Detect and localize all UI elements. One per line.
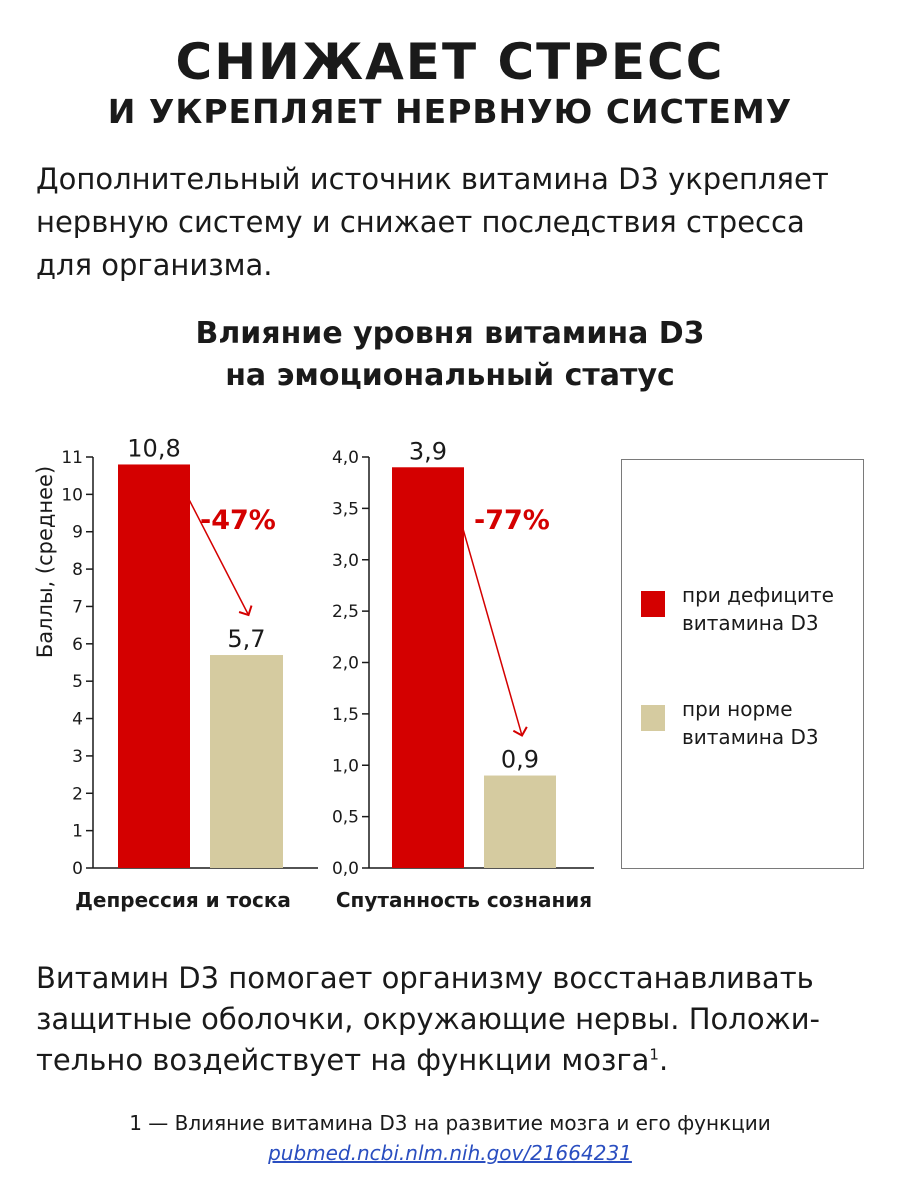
bar — [210, 655, 283, 868]
y-tick-label: 1,0 — [332, 756, 359, 776]
x-axis-label: Спутанность сознания — [336, 888, 592, 912]
y-tick-label: 4 — [72, 710, 83, 730]
chart-title: Влияние уровня витамина D3 на эмоциональ… — [0, 313, 900, 397]
y-tick-label: 2,0 — [332, 654, 359, 674]
y-tick-label: 3 — [72, 747, 83, 767]
x-axis-label: Депрессия и тоска — [75, 888, 291, 912]
decrease-arrow — [445, 469, 528, 737]
page-title: СНИЖАЕТ СТРЕСС — [175, 33, 725, 91]
bar-value-label: 0,9 — [501, 746, 539, 774]
bottom-line: Витамин D3 помогает организму восстанавл… — [36, 961, 814, 995]
y-tick-label: 11 — [61, 448, 83, 468]
decrease-arrow — [171, 466, 253, 617]
y-tick-label: 1 — [72, 822, 83, 842]
legend-label-line: витамина D3 — [682, 725, 819, 749]
y-tick-label: 6 — [72, 635, 83, 655]
y-tick-label: 1,5 — [332, 705, 359, 725]
y-tick-label: 0 — [72, 859, 83, 879]
decrease-annotation: -47% — [200, 505, 276, 536]
footnote: 1 — Влияние витамина D3 на развитие мозг… — [0, 1108, 900, 1168]
bottom-line: защитные оболочки, окружающие нервы. Пол… — [36, 1002, 821, 1036]
bar — [392, 467, 464, 868]
source-link[interactable]: pubmed.ncbi.nlm.nih.gov/21664231 — [268, 1141, 632, 1165]
bottom-line: тельно воздействует на функции мозга1. — [36, 1040, 876, 1081]
chart-title-line: на эмоциональный статус — [225, 358, 675, 393]
footnote-mark: 1 — [649, 1045, 659, 1064]
y-tick-label: 10 — [61, 485, 83, 505]
y-tick-label: 0,5 — [332, 808, 359, 828]
legend-swatch-deficit — [641, 591, 665, 617]
bar — [118, 464, 190, 868]
decrease-annotation: -77% — [474, 505, 550, 536]
intro-line: нервную систему и снижает последствия ст… — [36, 205, 805, 239]
y-tick-label: 2,5 — [332, 602, 359, 622]
bottom-paragraph: Витамин D3 помогает организму восстанавл… — [36, 958, 876, 1081]
legend-swatch-normal — [641, 705, 665, 731]
bar-value-label: 5,7 — [227, 625, 265, 653]
bottom-line-text: тельно воздействует на функции мозга — [36, 1043, 650, 1077]
y-tick-label: 3,0 — [332, 551, 359, 571]
intro-line: для организма. — [36, 248, 273, 282]
chart-title-line: Влияние уровня витамина D3 — [195, 316, 705, 351]
intro-paragraph: Дополнительный источник витамина D3 укре… — [36, 158, 876, 287]
bar-value-label: 10,8 — [127, 434, 180, 462]
bar-value-label: 3,9 — [409, 437, 447, 465]
bar — [484, 775, 556, 868]
legend-label: при норме витамина D3 — [682, 695, 862, 751]
legend-label-line: при норме — [682, 697, 793, 721]
y-tick-label: 9 — [72, 523, 83, 543]
bottom-line-period: . — [658, 1043, 669, 1077]
y-tick-label: 4,0 — [332, 448, 359, 468]
footnote-text: 1 — Влияние витамина D3 на развитие мозг… — [129, 1111, 771, 1135]
y-tick-label: 5 — [72, 672, 83, 692]
legend-label-line: при дефиците — [682, 583, 834, 607]
y-tick-label: 2 — [72, 784, 83, 804]
bar-charts: 0 1 2 3 4 5 6 7 8 9 10 11 10,8 5,7 -47% Депрессия и тос… — [33, 434, 594, 912]
page-subtitle: И УКРЕПЛЯЕТ НЕРВНУЮ СИСТЕМУ — [107, 92, 793, 131]
y-axis-label: Баллы, (среднее) — [33, 466, 57, 658]
y-tick-label: 3,5 — [332, 499, 359, 519]
legend-label: при дефиците витамина D3 — [682, 581, 862, 637]
intro-line: Дополнительный источник витамина D3 укре… — [36, 162, 829, 196]
y-tick-label: 7 — [72, 597, 83, 617]
chart-legend: при дефиците витамина D3 при норме витам… — [621, 459, 864, 869]
y-tick-label: 0,0 — [332, 859, 359, 879]
y-tick-label: 8 — [72, 560, 83, 580]
legend-label-line: витамина D3 — [682, 611, 819, 635]
